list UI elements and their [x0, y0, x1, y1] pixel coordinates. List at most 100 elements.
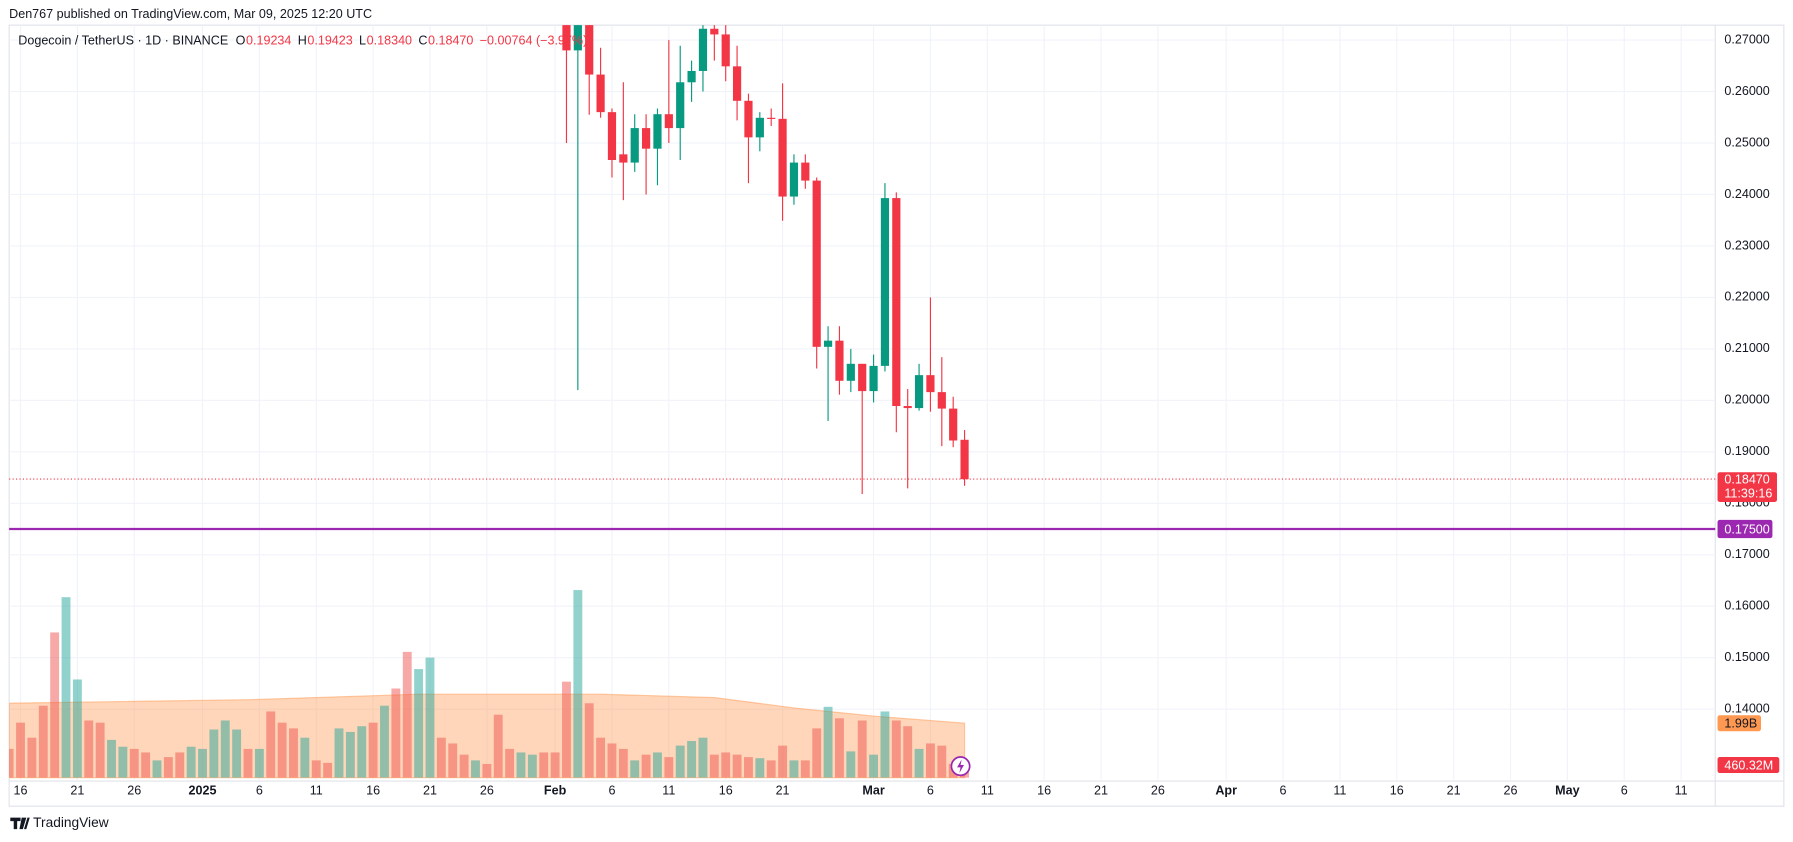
volume-bar: [573, 590, 583, 778]
x-tick-label: 16: [1390, 784, 1404, 798]
volume-bar: [835, 718, 844, 778]
y-tick-label: 0.14000: [1724, 701, 1769, 715]
x-tick-label: 6: [256, 784, 263, 798]
y-tick-label: 0.17000: [1724, 547, 1769, 561]
y-tick-label: 0.26000: [1724, 84, 1769, 98]
brand-logo: [10, 817, 30, 830]
volume-bar: [846, 751, 856, 778]
candle-body: [710, 28, 719, 35]
volume-bar: [641, 754, 651, 778]
legend-key: C: [418, 33, 427, 47]
volume-bar: [357, 726, 367, 778]
candle-body: [630, 128, 639, 163]
candle-body: [880, 198, 890, 366]
x-tick-label: 16: [366, 784, 380, 798]
volume-bar: [152, 760, 162, 778]
legend-key: L: [359, 33, 366, 47]
volume-bar: [891, 720, 901, 778]
candle-body: [698, 28, 708, 71]
volume-bar: [243, 748, 253, 778]
volume-bar: [448, 743, 458, 778]
price-tag: [1717, 472, 1777, 502]
volume-bar: [664, 757, 674, 778]
x-tick-label: 16: [14, 784, 28, 798]
volume-bar: [61, 597, 71, 778]
volume-bar: [50, 632, 60, 778]
x-tick-label: 11: [981, 784, 994, 798]
volume-bar: [254, 748, 264, 778]
volume-bar: [675, 745, 685, 778]
candle-body: [801, 162, 810, 181]
volume-bar: [72, 679, 82, 778]
candle-body: [755, 117, 764, 138]
candle-body: [767, 117, 776, 119]
volume-tag-label: 460.32M: [1724, 759, 1773, 773]
volume-bar: [926, 743, 935, 778]
grid: [9, 25, 1716, 780]
candle-body: [732, 66, 742, 101]
volume-bar: [789, 760, 799, 778]
candle-body: [778, 118, 787, 197]
volume-bar: [857, 720, 867, 778]
volume-bar: [84, 720, 94, 778]
volume-tag: [1717, 757, 1780, 774]
x-tick-label: 11: [1675, 784, 1688, 798]
candle-body: [892, 198, 901, 407]
y-tick-label: 0.15000: [1724, 650, 1769, 664]
level-tag: [1717, 519, 1773, 539]
price-tag-label: 0.18470: [1724, 473, 1769, 487]
volume-bar: [289, 728, 298, 778]
candle-body: [664, 114, 673, 129]
volume-bar: [800, 760, 810, 778]
volume-bar: [402, 651, 412, 778]
candle-body: [949, 408, 958, 441]
y-tick-label: 0.24000: [1724, 187, 1769, 201]
x-tick-label: May: [1555, 784, 1579, 798]
volume-bar: [527, 754, 537, 778]
candle-body: [676, 82, 685, 129]
candle-body: [835, 340, 844, 381]
candle-body: [823, 340, 833, 347]
volume-bar: [198, 748, 207, 778]
legend-key: O: [236, 33, 246, 47]
volume-bar: [755, 758, 765, 778]
candle-body: [846, 363, 855, 381]
volume-bar: [709, 754, 719, 778]
x-tick-label: 21: [423, 784, 437, 798]
volume-bar: [596, 737, 606, 778]
candle-body: [926, 375, 935, 393]
y-tick-label: 0.21000: [1724, 341, 1769, 355]
volume-bar: [345, 731, 355, 778]
volume-bar: [380, 705, 389, 778]
volume-bar: [436, 737, 446, 778]
x-tick-label: 2025: [189, 784, 217, 798]
x-tick-label: Apr: [1215, 784, 1237, 798]
level-tag-label: 0.17500: [1724, 522, 1769, 536]
legend: Dogecoin / TetherUS · 1D · BINANCE O 0.192…: [18, 33, 587, 47]
candle-body: [585, 25, 594, 75]
x-tick-label: 6: [1280, 784, 1287, 798]
volume-bar: [687, 740, 697, 778]
volume-bar: [914, 748, 924, 778]
y-tick-label: 0.19000: [1724, 444, 1769, 458]
y-tick-label: 0.25000: [1724, 135, 1769, 149]
x-tick-label: 21: [1094, 784, 1108, 798]
volume-bar: [118, 746, 128, 778]
candle-body: [653, 114, 662, 149]
candle-body: [914, 375, 924, 409]
volume-bar: [880, 711, 890, 778]
x-tick-label: 11: [310, 784, 323, 798]
volume-bar: [505, 748, 515, 778]
x-tick-label: 11: [662, 784, 675, 798]
x-tick-label: 16: [719, 784, 733, 798]
legend-change: −0.00764 (−3.97%): [480, 33, 588, 47]
x-tick-label: 16: [1037, 784, 1051, 798]
candle-body: [562, 25, 571, 51]
volume-bar: [186, 746, 196, 778]
x-tick-label: Mar: [862, 784, 884, 798]
volume-bar: [903, 726, 913, 778]
candle-body: [607, 112, 617, 161]
volume-bar: [323, 762, 333, 778]
legend-key: H: [298, 33, 307, 47]
x-tick-label: 26: [480, 784, 494, 798]
